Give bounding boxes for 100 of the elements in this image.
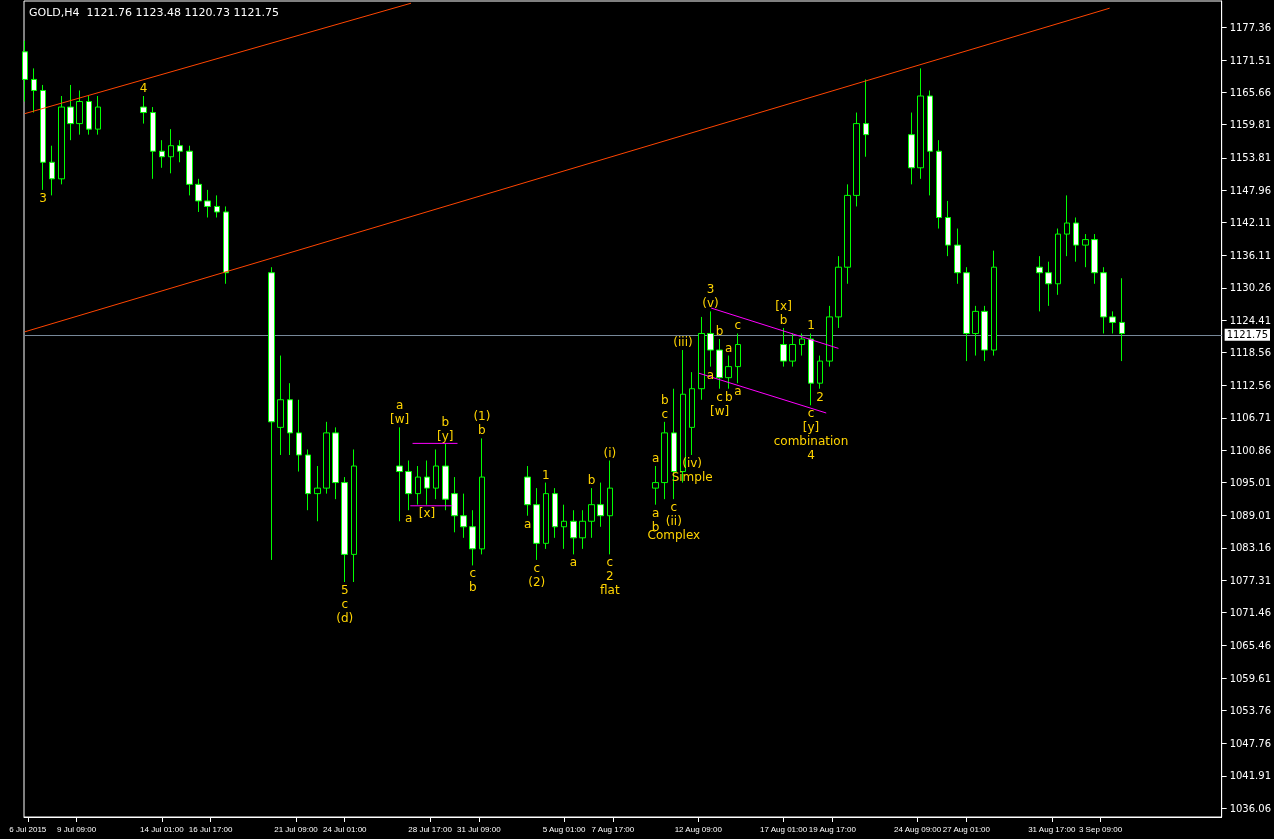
y-tick-label: 1083.16 <box>1229 542 1272 554</box>
x-tick-label: 7 Aug 17:00 <box>591 824 635 834</box>
candlestick <box>186 145 193 196</box>
candlestick <box>725 355 732 390</box>
annotation: (i) <box>603 445 617 460</box>
y-tick-label: 1100.86 <box>1229 444 1272 456</box>
y-tick-label: 1136.11 <box>1229 250 1272 262</box>
y-tick-label: 1089.01 <box>1229 510 1272 522</box>
candlestick <box>981 305 988 362</box>
candlestick <box>826 305 833 368</box>
y-tick-label: 1071.46 <box>1229 607 1272 619</box>
candlestick <box>150 106 156 180</box>
candlestick <box>177 139 183 163</box>
candlestick <box>835 255 842 329</box>
x-tick-label: 21 Jul 09:00 <box>274 824 319 834</box>
annotation: b <box>441 414 450 429</box>
y-tick-label: 1159.81 <box>1229 119 1272 131</box>
annotation: b <box>724 389 733 404</box>
candlestick <box>341 476 348 583</box>
y-tick-label: 1142.11 <box>1229 216 1272 228</box>
annotation: [w] <box>390 412 410 427</box>
candlestick <box>1100 266 1107 334</box>
candlestick <box>442 443 449 511</box>
x-tick-label: 31 Jul 09:00 <box>457 824 502 834</box>
annotation: 4 <box>807 448 815 463</box>
annotation: (2) <box>528 574 546 589</box>
annotation: (v) <box>702 296 719 311</box>
annotation: 4 <box>139 80 148 95</box>
annotation: (d) <box>336 611 354 625</box>
candlestick <box>707 310 714 368</box>
x-tick-label: 16 Jul 17:00 <box>188 824 233 834</box>
annotation: 1 <box>542 467 550 482</box>
annotation: (1) <box>473 409 491 424</box>
annotation: b <box>715 324 724 338</box>
annotation: b <box>468 580 477 595</box>
candlestick <box>323 421 330 495</box>
candlestick <box>817 355 823 390</box>
candlestick <box>844 183 851 285</box>
candlestick <box>1119 277 1125 362</box>
y-tick-label: 1059.61 <box>1229 672 1272 684</box>
candlestick <box>277 355 284 456</box>
candlestick <box>607 460 613 555</box>
annotation: (ii) <box>665 514 682 529</box>
x-tick-label: 19 Aug 17:00 <box>808 824 857 834</box>
y-tick-label: 1047.76 <box>1229 737 1272 749</box>
annotation: c <box>807 406 815 421</box>
candlestick <box>424 460 430 506</box>
y-tick-label: 1153.81 <box>1229 152 1272 164</box>
annotation: b <box>478 423 486 438</box>
candlestick <box>1091 233 1098 285</box>
annotation: 2 <box>606 569 614 584</box>
candlestick <box>1055 228 1061 296</box>
candlestick <box>808 332 814 406</box>
x-tick-label: 17 Aug 01:00 <box>760 824 808 834</box>
y-tick-label: 1130.26 <box>1229 282 1272 294</box>
x-tick-label: 5 Aug 01:00 <box>542 824 587 834</box>
candlestick <box>159 139 165 169</box>
candlestick <box>314 465 321 522</box>
candlestick <box>214 194 220 218</box>
y-tick-label: 1077.31 <box>1229 574 1272 586</box>
candlestick <box>917 67 924 180</box>
candlestick <box>296 399 302 473</box>
y-tick-label: 1053.76 <box>1229 704 1272 716</box>
candlestick <box>287 382 293 456</box>
y-tick-label: 1118.56 <box>1229 346 1272 358</box>
annotation: a <box>405 511 413 526</box>
candlestick <box>597 482 604 528</box>
y-tick-label: 1171.51 <box>1229 54 1272 66</box>
annotation: c <box>533 560 541 575</box>
candlestick <box>1045 261 1052 307</box>
candlestick <box>1082 233 1089 268</box>
candlestick <box>31 67 37 114</box>
candlestick <box>570 509 577 555</box>
candlestick <box>936 139 942 230</box>
candlestick <box>908 112 915 185</box>
x-tick-label: 9 Jul 09:00 <box>57 824 97 834</box>
candlestick <box>67 84 74 141</box>
candlestick <box>1073 217 1079 263</box>
candlestick <box>223 205 229 285</box>
annotation: c <box>716 389 723 404</box>
candlestick <box>716 338 723 390</box>
y-tick-label: 1165.66 <box>1229 86 1272 98</box>
annotation: a <box>734 384 742 399</box>
x-tick-label: 24 Jul 01:00 <box>322 824 368 834</box>
annotation: c <box>469 566 477 581</box>
annotation: [y] <box>802 420 820 435</box>
annotation: b <box>779 312 788 327</box>
annotation: a <box>651 451 660 466</box>
annotation: a <box>395 398 404 413</box>
candlestick <box>945 200 951 257</box>
annotation: c <box>606 555 614 570</box>
annotation: (iii) <box>673 335 693 350</box>
candlestick <box>991 250 997 357</box>
candlestick <box>927 89 933 196</box>
candlestick <box>963 266 970 362</box>
candlestick <box>972 305 979 357</box>
candlestick <box>58 95 65 185</box>
annotation: combination <box>773 434 849 449</box>
annotation: b <box>660 392 669 407</box>
candlestick <box>305 448 311 511</box>
